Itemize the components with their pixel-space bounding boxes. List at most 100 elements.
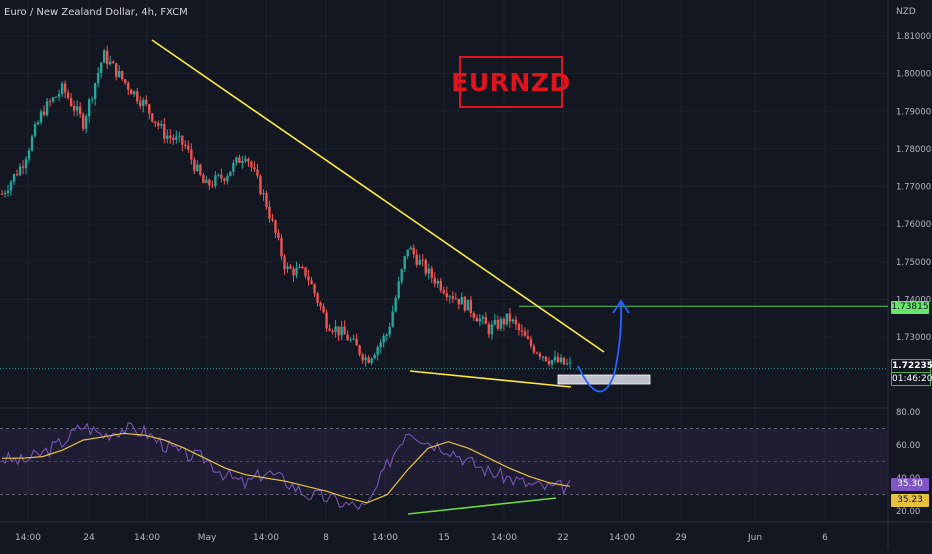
candle [277,228,280,241]
candle-body [274,220,277,234]
candle-body [349,339,352,341]
candle-body [445,293,448,297]
candle-body [559,357,563,363]
countdown-label: 01:46:20 [891,372,932,386]
candle-body [505,313,509,325]
candle [427,263,430,280]
candle [196,160,199,172]
candle-body [199,164,202,175]
candle-body [205,179,208,184]
candle-body [298,266,301,268]
candle [256,163,259,179]
candle-body [517,324,521,331]
candle-body [102,50,106,63]
candle-body [310,280,313,285]
candle [108,55,112,66]
candle-body [538,353,542,357]
candle-body [214,175,217,186]
candle-body [409,247,412,250]
candle-body [463,297,467,311]
candle [448,294,451,304]
symbol-title[interactable]: Euro / New Zealand Dollar, 4h, FXCM [4,7,188,18]
candle [331,328,334,335]
candle [286,262,289,273]
candle [478,313,482,327]
candle-body [529,338,533,347]
candle [544,356,548,363]
time-axis[interactable]: 14:00 24 14:00 May 14:00 8 14:00 15 14:00 22 14:00… [15,533,828,543]
candle [370,357,373,366]
projection-arrow [577,302,623,393]
candle [538,351,542,361]
candle-body [415,254,418,265]
candle-body [241,160,244,163]
candle [3,189,7,198]
candle [379,339,382,354]
candle-body [154,121,157,124]
candle [400,268,403,285]
candle [559,354,563,364]
candle-body [75,106,79,111]
candle [460,292,464,305]
candle-body [511,319,515,322]
candle-body [18,166,22,176]
candle [229,171,232,177]
candle [90,96,94,104]
candle [502,316,506,331]
candle-body [226,175,229,182]
candle-body [142,99,145,107]
price-axis[interactable]: 1.81000 1.80000 1.79000 1.78000 1.77000 1.760… [896,32,931,343]
candle-body [355,338,358,346]
candle-body [69,98,73,106]
candle [421,254,424,267]
candle [520,324,524,337]
ticker-annotation[interactable]: EURNZD [451,56,570,108]
candle [376,344,379,361]
candle [550,359,554,369]
candle-body [352,338,355,340]
candle [184,140,187,149]
candle [118,65,121,78]
candle [547,357,551,367]
candle [403,255,406,273]
candle [211,180,214,188]
candle [472,311,476,321]
candle-body [436,280,439,284]
candle-body [90,98,94,100]
candle-body [115,63,118,77]
candle [568,357,572,370]
candle [487,321,491,338]
last-price-label: 1.72235 [891,359,932,373]
candle [496,315,500,331]
candle [63,80,67,99]
candle-body [277,233,280,239]
candle [51,96,55,104]
time-tick-label: 22 [557,533,568,543]
candle [445,286,448,302]
price-tick-label: 1.77000 [896,183,931,193]
candle [48,98,52,107]
candle-body [502,318,506,325]
candle-body [487,323,491,335]
candle-body [424,260,427,274]
candle-body [319,302,322,307]
candle [469,295,473,318]
target-price-label: 1.73815 [891,301,929,314]
rsi-panel [0,428,888,495]
candle [15,169,19,177]
candle-body [124,79,127,83]
rsi-ma-value-label: 35.23 [891,494,929,507]
candle-body [27,150,31,160]
candle-body [337,326,340,336]
candle [532,343,536,355]
candle [169,128,172,144]
candle [160,120,163,129]
candle [553,350,557,363]
candle-body [6,190,10,193]
candle [87,97,91,123]
candle [36,120,40,126]
candle-body [63,83,67,93]
time-tick-label: 14:00 [609,533,635,543]
candle-body [454,298,457,300]
